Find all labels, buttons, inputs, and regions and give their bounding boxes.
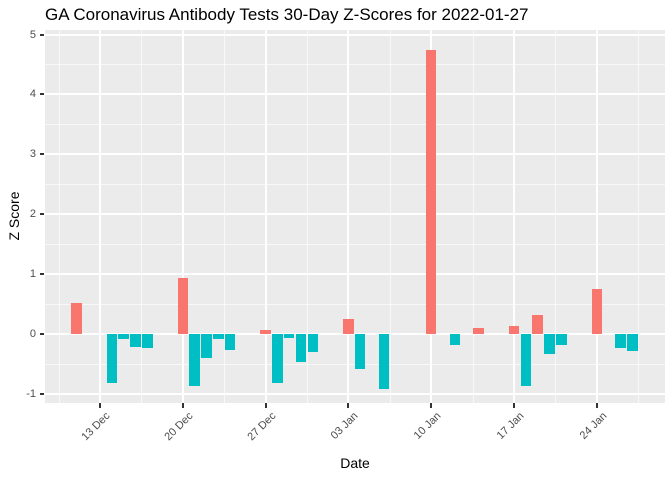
bar-2022-01-06 [378,334,390,389]
plot-panel [45,30,665,403]
x-tick-label: 20 Dec [162,410,196,444]
bar-2021-12-14 [106,334,118,384]
x-tick-label: 24 Jan [577,410,610,442]
minor-gridline-vertical [472,30,474,403]
y-tick-label: 5 [29,28,36,41]
major-gridline-horizontal [45,392,665,395]
bar-2022-01-03 [343,319,354,334]
x-tick-mark [99,403,101,408]
bar-2022-01-04 [354,334,366,369]
major-gridline-vertical [99,30,101,403]
major-gridline-horizontal [45,153,665,156]
y-tick-label: -1 [26,387,36,400]
y-tick-mark [40,333,44,335]
x-tick-mark [595,403,598,408]
x-tick-mark [264,403,267,408]
major-gridline-horizontal [45,213,665,216]
x-tick-label: 27 Dec [244,410,279,444]
bar-2022-01-12 [449,334,461,345]
bar-2022-01-10 [425,49,437,334]
minor-gridline-vertical [141,30,143,403]
x-tick-label: 17 Jan [494,410,527,442]
bar-2021-12-29 [283,334,295,339]
bar-2022-01-14 [473,328,484,334]
major-gridline-vertical [347,30,350,403]
bar-2021-12-31 [307,334,319,352]
bar-2022-01-24 [591,289,603,334]
x-tick-label: 03 Jan [329,410,361,442]
chart-title: GA Coronavirus Antibody Tests 30-Day Z-S… [45,5,529,24]
minor-gridline-vertical [224,30,226,403]
minor-gridline-vertical [638,30,640,403]
y-tick-label: 4 [29,88,36,101]
bar-2021-12-17 [142,334,153,349]
y-tick-mark [40,392,44,395]
major-gridline-vertical [513,30,515,403]
bar-2021-12-16 [130,334,141,347]
y-tick-mark [40,33,44,36]
major-gridline-vertical [595,30,598,403]
minor-gridline-vertical [555,30,557,403]
bar-2022-01-18 [520,334,532,386]
bar-2021-12-30 [295,334,307,363]
bar-2022-01-21 [556,334,567,345]
bar-2021-12-27 [260,330,271,334]
y-tick-mark [40,93,44,96]
minor-gridline-horizontal [45,184,665,186]
x-tick-mark [347,403,350,408]
minor-gridline-horizontal [45,124,665,126]
bar-2021-12-24 [224,334,236,351]
y-tick-label: 1 [29,268,36,281]
bar-2021-12-11 [71,302,82,334]
y-tick-label: 0 [29,328,36,340]
bar-2021-12-21 [189,334,200,387]
y-tick-label: 3 [29,148,36,161]
minor-gridline-horizontal [45,304,665,306]
minor-gridline-horizontal [45,244,665,246]
bar-2022-01-27 [627,334,638,351]
x-tick-mark [181,403,184,408]
x-tick-mark [513,403,515,408]
minor-gridline-vertical [389,30,391,403]
y-tick-label: 2 [29,208,36,221]
minor-gridline-vertical [307,30,308,403]
minor-gridline-horizontal [45,64,665,66]
bar-2021-12-20 [177,278,189,334]
x-axis-title: Date [340,455,370,471]
x-tick-label: 13 Dec [79,410,113,444]
bar-2021-12-28 [272,334,283,383]
bar-2022-01-26 [615,334,626,348]
x-tick-label: 10 Jan [411,410,444,442]
y-tick-mark [40,213,44,216]
bar-2022-01-19 [532,314,543,334]
major-gridline-horizontal [45,93,665,96]
y-tick-mark [40,153,44,156]
minor-gridline-vertical [58,30,60,403]
x-tick-mark [430,403,433,408]
bar-2022-01-17 [508,326,520,334]
major-gridline-vertical [181,30,184,403]
y-tick-mark [40,273,44,276]
bar-2021-12-22 [201,334,212,358]
bar-2021-12-15 [118,334,129,339]
major-gridline-horizontal [45,273,665,276]
bar-2022-01-20 [544,334,555,354]
major-gridline-vertical [264,30,267,403]
bar-2021-12-23 [213,334,224,339]
major-gridline-horizontal [45,33,665,36]
